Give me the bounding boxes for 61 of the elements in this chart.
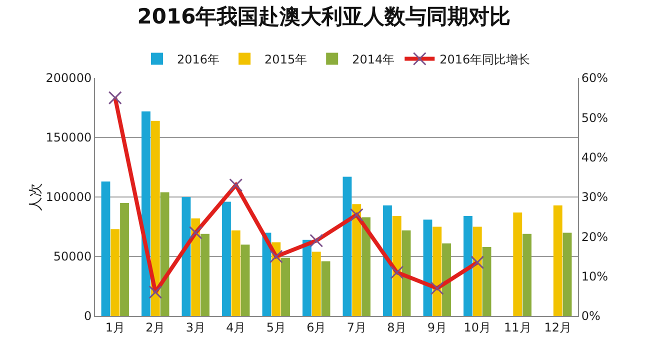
bar <box>402 230 411 316</box>
x-tick-label: 10月 <box>464 320 492 334</box>
x-tick-label: 7月 <box>346 320 366 334</box>
bar <box>160 192 170 316</box>
bar <box>200 234 210 316</box>
y2-tick-label: 20% <box>581 230 608 244</box>
bar <box>482 246 492 316</box>
bar <box>522 234 532 316</box>
bar <box>513 212 522 316</box>
chart-title: 2016年我国赴澳大利亚人数与同期对比 <box>137 4 511 28</box>
bar <box>222 202 231 316</box>
x-tick-label: 2月 <box>146 320 166 334</box>
bar <box>442 243 451 316</box>
legend-label: 2015年 <box>264 52 308 66</box>
x-tick-label: 5月 <box>266 320 286 334</box>
y-tick-label: 100000 <box>46 190 92 204</box>
bar <box>101 182 110 316</box>
x-tick-label: 11月 <box>504 320 532 334</box>
bar <box>562 232 572 316</box>
bar <box>464 216 472 316</box>
legend-label: 2016年同比增长 <box>440 52 530 66</box>
bar <box>383 205 392 316</box>
x-tick-label: 12月 <box>544 320 572 334</box>
y2-tick-label: 50% <box>581 110 608 125</box>
bar <box>312 252 321 316</box>
bar <box>191 218 200 316</box>
x-tick-label: 6月 <box>306 320 326 334</box>
y2-tick-label: 30% <box>581 190 608 204</box>
x-tick-label: 9月 <box>427 320 447 334</box>
bar <box>231 230 240 316</box>
legend-label: 2016年 <box>177 52 220 66</box>
bar <box>110 229 120 316</box>
y-axis-title: 人次 <box>28 183 44 211</box>
bar <box>120 202 129 316</box>
x-tick-label: 1月 <box>105 320 125 334</box>
y2-tick-label: 60% <box>581 71 608 86</box>
y-tick-label: 50000 <box>53 250 92 264</box>
bar <box>142 111 150 316</box>
bar <box>150 120 160 316</box>
y2-tick-label: 40% <box>581 150 608 165</box>
x-tick-label: 8月 <box>387 320 407 334</box>
y2-tick-label: 10% <box>581 270 608 284</box>
x-tick-label: 4月 <box>226 320 246 334</box>
bar <box>240 244 250 316</box>
bar <box>321 261 330 316</box>
y-tick-label: 200000 <box>46 71 92 86</box>
bar <box>432 226 442 316</box>
bar <box>352 204 362 316</box>
bar <box>392 216 402 316</box>
y2-tick-label: 0% <box>581 309 600 324</box>
x-tick-label: 3月 <box>186 320 206 334</box>
bar <box>281 258 290 316</box>
bar <box>553 205 562 316</box>
bar <box>342 176 352 316</box>
y-tick-label: 150000 <box>46 130 92 145</box>
bar <box>472 226 482 316</box>
bar <box>423 220 432 316</box>
bar <box>362 217 370 316</box>
bar <box>302 240 312 316</box>
y-tick-label: 0 <box>84 309 92 324</box>
legend-label: 2014年 <box>352 52 395 66</box>
